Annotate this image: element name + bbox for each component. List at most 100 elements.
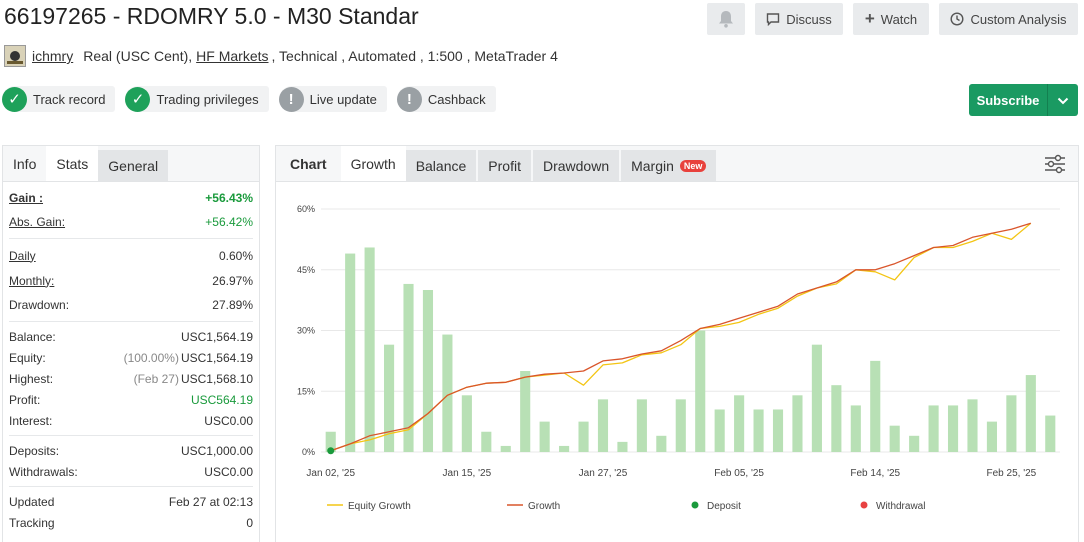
daily-bar xyxy=(772,409,784,452)
stat-note: (Feb 27) xyxy=(133,371,179,386)
stat-label: Equity: xyxy=(9,350,46,365)
y-tick-label: 30% xyxy=(297,326,315,336)
daily-bar xyxy=(442,334,453,452)
subscribe-button[interactable]: Subscribe xyxy=(969,84,1078,116)
account-info-line: ichmry Real (USC Cent), HF Markets , Tec… xyxy=(4,44,558,68)
tab-stats[interactable]: Stats xyxy=(46,146,99,181)
badge-live-update[interactable]: ! Live update xyxy=(278,86,387,112)
stat-label[interactable]: Gain : xyxy=(9,191,44,205)
notification-button[interactable] xyxy=(707,3,745,35)
stat-label: Withdrawals: xyxy=(9,464,78,479)
avatar[interactable] xyxy=(4,45,26,67)
daily-bar xyxy=(345,253,356,452)
page-title: 66197265 - RDOMRY 5.0 - M30 Standar xyxy=(4,3,419,29)
stat-updated: Updated Feb 27 at 02:13 xyxy=(9,491,253,512)
tab-drawdown[interactable]: Drawdown xyxy=(532,150,620,181)
stat-value: 0 xyxy=(246,515,253,530)
stat-label: Highest: xyxy=(9,371,54,386)
daily-bar xyxy=(422,290,434,452)
stat-label[interactable]: Abs. Gain: xyxy=(9,215,66,229)
stat-amount: USC1,564.19 xyxy=(180,350,253,365)
stat-value: USC1,000.00 xyxy=(180,443,253,458)
stat-value: (100.00%) USC1,564.19 xyxy=(124,351,253,365)
legend-swatch xyxy=(691,501,699,509)
daily-bar xyxy=(500,445,511,452)
daily-bar xyxy=(364,247,375,452)
daily-bar xyxy=(811,344,822,452)
x-tick-label: Jan 15, '25 xyxy=(443,468,492,479)
tab-info[interactable]: Info xyxy=(13,155,37,172)
daily-bar xyxy=(831,385,842,452)
daily-bar xyxy=(636,399,647,452)
stat-label[interactable]: Daily xyxy=(9,248,36,263)
stat-interest: Interest: USC0.00 xyxy=(9,410,253,431)
clock-icon xyxy=(950,12,964,26)
daily-bar xyxy=(928,405,939,452)
daily-bar xyxy=(1006,395,1017,452)
growth-line xyxy=(330,222,1031,452)
daily-bar xyxy=(1025,375,1036,452)
stat-label[interactable]: Monthly: xyxy=(9,273,55,288)
stat-deposits: Deposits: USC1,000.00 xyxy=(9,440,253,461)
legend-swatch xyxy=(860,501,868,509)
daily-bar xyxy=(539,421,550,452)
badge-label: Live update xyxy=(309,91,377,107)
daily-bar xyxy=(325,431,336,452)
stat-value: USC1,564.19 xyxy=(180,329,253,344)
daily-bar xyxy=(520,371,531,452)
badge-trading-privileges[interactable]: ✓ Trading privileges xyxy=(125,86,269,112)
discuss-label: Discuss xyxy=(786,11,832,27)
daily-bar xyxy=(734,395,745,452)
custom-analysis-button[interactable]: Custom Analysis xyxy=(939,3,1078,35)
settings-sliders-icon[interactable] xyxy=(1044,154,1066,174)
legend-label: Deposit xyxy=(707,501,741,512)
tab-profit[interactable]: Profit xyxy=(478,150,531,181)
discuss-button[interactable]: Discuss xyxy=(755,3,843,35)
daily-bar xyxy=(461,395,472,452)
stats-panel: Info Stats General Gain : +56.43% Abs. G… xyxy=(2,145,260,542)
chevron-down-icon[interactable] xyxy=(1048,93,1078,108)
new-badge: New xyxy=(679,159,707,172)
x-tick-label: Jan 02, '25 xyxy=(306,468,355,479)
tab-margin[interactable]: Margin New xyxy=(621,150,717,181)
y-tick-label: 60% xyxy=(297,204,315,214)
daily-bar xyxy=(967,399,978,452)
stat-monthly: Monthly: 26.97% xyxy=(9,268,253,293)
stat-value: 0.60% xyxy=(218,248,253,263)
tab-growth[interactable]: Growth xyxy=(340,146,406,181)
stat-value: +56.43% xyxy=(205,191,253,205)
stat-value: USC0.00 xyxy=(204,413,253,428)
daily-bar xyxy=(384,344,395,452)
username-link[interactable]: ichmry xyxy=(32,48,74,64)
check-icon: ✓ xyxy=(125,86,151,112)
tab-chart[interactable]: Chart xyxy=(290,155,327,172)
check-icon: ✓ xyxy=(2,86,27,112)
stat-value: +56.42% xyxy=(205,215,253,229)
stat-value: USC564.19 xyxy=(190,392,253,407)
daily-bar xyxy=(909,435,920,452)
daily-bar xyxy=(947,405,959,452)
stat-balance: Balance: USC1,564.19 xyxy=(9,326,253,347)
broker-link[interactable]: HF Markets xyxy=(196,48,269,64)
y-tick-label: 15% xyxy=(297,386,315,396)
daily-bar xyxy=(481,431,492,452)
tab-balance[interactable]: Balance xyxy=(405,150,477,181)
growth-chart: 0% 15% 30% 45% 60% Jan 02, '25 Jan 15, '25 Jan … xyxy=(297,204,1060,512)
chart-tabs: Chart Growth Balance Profit Drawdown Mar… xyxy=(276,146,1078,182)
daily-bar xyxy=(559,445,570,452)
stat-profit: Profit: USC564.19 xyxy=(9,389,253,410)
y-tick-label: 45% xyxy=(297,265,315,275)
daily-bar xyxy=(578,421,589,452)
legend-label: Growth xyxy=(528,501,560,512)
daily-bar xyxy=(714,409,725,452)
badge-cashback[interactable]: ! Cashback xyxy=(396,86,496,112)
stat-equity: Equity: (100.00%) USC1,564.19 xyxy=(9,347,253,368)
legend-label: Withdrawal xyxy=(876,501,925,512)
stat-label: Balance: xyxy=(9,329,56,344)
stat-value: 27.89% xyxy=(212,298,253,312)
watch-label: Watch xyxy=(880,11,918,27)
stat-label: Tracking xyxy=(9,515,55,530)
badge-track-record[interactable]: ✓ Track record xyxy=(2,86,116,112)
tab-general[interactable]: General xyxy=(98,150,169,181)
watch-button[interactable]: + Watch xyxy=(853,3,929,35)
